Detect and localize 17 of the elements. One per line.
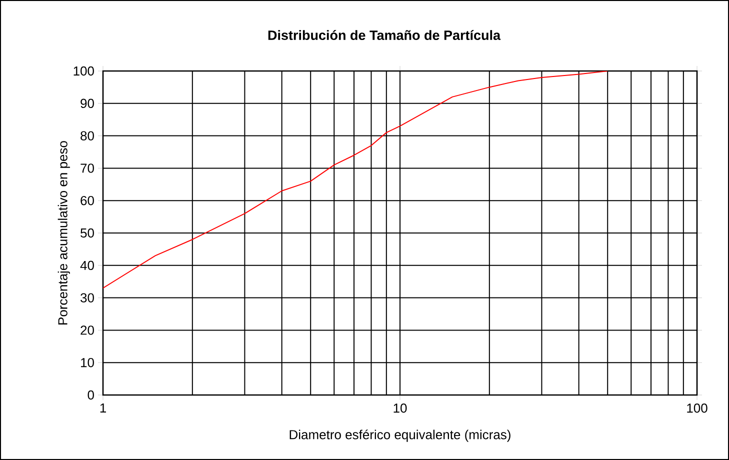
y-tick-label: 80	[80, 131, 94, 140]
x-tick-label: 1	[100, 404, 106, 412]
x-tick-label: 100	[687, 404, 708, 413]
x-axis-title: Diametro esférico equivalente (micras)	[290, 430, 510, 442]
y-tick-label: 90	[80, 98, 94, 108]
y-tick-label: 60	[80, 196, 94, 206]
y-tick-label: 100	[74, 66, 94, 76]
y-tick-label: 0	[88, 390, 94, 400]
chart-title: Distribución de Tamaño de Partícula	[268, 30, 501, 40]
y-axis-title: Porcentaje acumulativo en peso	[58, 141, 70, 324]
y-tick-label: 40	[80, 260, 94, 270]
y-tick-label: 50	[80, 228, 94, 238]
y-tick-label: 70	[80, 164, 94, 173]
x-tick-label: 10	[394, 404, 407, 413]
y-tick-label: 30	[80, 293, 94, 302]
y-tick-label: 10	[81, 358, 94, 368]
y-tick-label: 20	[80, 326, 94, 335]
